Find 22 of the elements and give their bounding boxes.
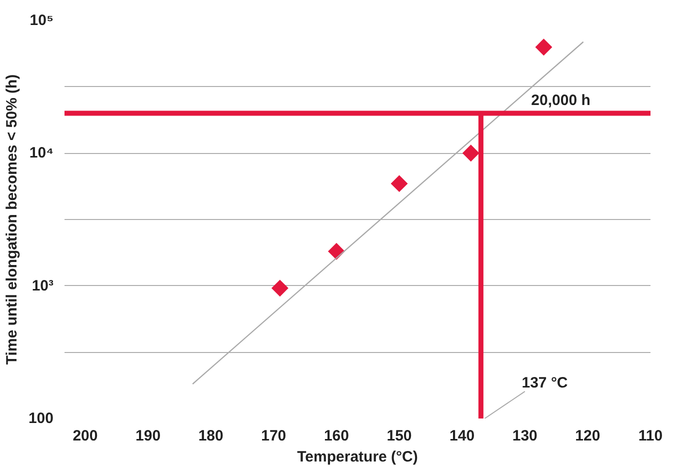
y-tick-label: 10⁵ — [30, 12, 54, 29]
ref-line-label: 20,000 h — [531, 92, 590, 110]
y-tick-label: 10⁴ — [29, 144, 54, 162]
y-tick-label: 10³ — [32, 277, 54, 294]
x-tick-label: 180 — [198, 428, 224, 444]
ref-line-label: 137 °C — [522, 374, 568, 392]
x-tick-label: 150 — [386, 428, 412, 444]
x-tick-label: 200 — [72, 428, 98, 444]
x-axis-title: Temperature (°C) — [297, 448, 418, 466]
x-tick-label: 160 — [324, 428, 349, 444]
x-tick-label: 170 — [261, 428, 286, 444]
point — [271, 280, 288, 297]
point — [390, 175, 408, 192]
x-tick-label: 110 — [638, 428, 663, 444]
x-tick-label: 120 — [575, 428, 600, 444]
x-tick-label: 130 — [512, 428, 538, 444]
point — [535, 38, 552, 56]
y-tick-label: 100 — [28, 410, 54, 427]
x-tick-label: 190 — [136, 428, 161, 444]
x-tick-label: 140 — [450, 428, 475, 444]
y-axis-title: Time until elongation becomes < 50% (h) — [3, 74, 20, 365]
point — [462, 144, 480, 162]
